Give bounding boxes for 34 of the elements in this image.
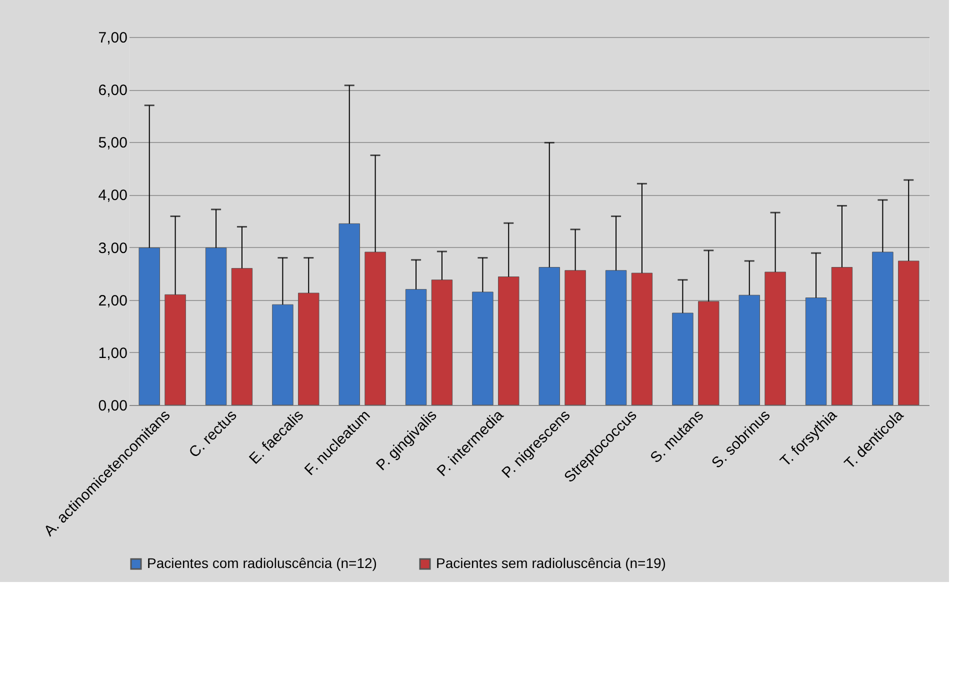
bar [405,289,427,406]
y-tick-label: 2,00 [98,292,128,310]
bar [138,248,160,406]
bar [898,260,920,406]
bar [205,248,227,406]
bar [231,268,253,406]
bar [431,280,453,406]
bar [872,252,894,406]
y-tick-label: 4,00 [98,187,128,204]
bar [472,292,494,406]
bar [298,292,320,406]
bar [564,270,586,406]
bar [764,272,786,406]
bar [538,267,560,406]
y-tick-label: 3,00 [98,240,128,257]
bar [698,301,720,406]
legend-label: Pacientes com radioluscência (n=12) [147,555,377,571]
y-tick-label: 5,00 [98,134,128,152]
bar [498,276,520,406]
y-tick-label: 6,00 [98,82,128,100]
y-tick-label: 0,00 [98,398,128,414]
bar [605,270,627,406]
bar [272,304,294,406]
bar [831,267,853,406]
bar [364,252,386,406]
bar [164,294,186,406]
bar [338,223,360,406]
bar [631,272,653,406]
bar [672,312,694,406]
legend-label: Pacientes sem radioluscência (n=19) [436,555,666,571]
bar [805,298,827,406]
y-tick-label: 1,00 [98,344,128,362]
y-tick-label: 7,00 [98,30,128,46]
bar [738,294,760,406]
